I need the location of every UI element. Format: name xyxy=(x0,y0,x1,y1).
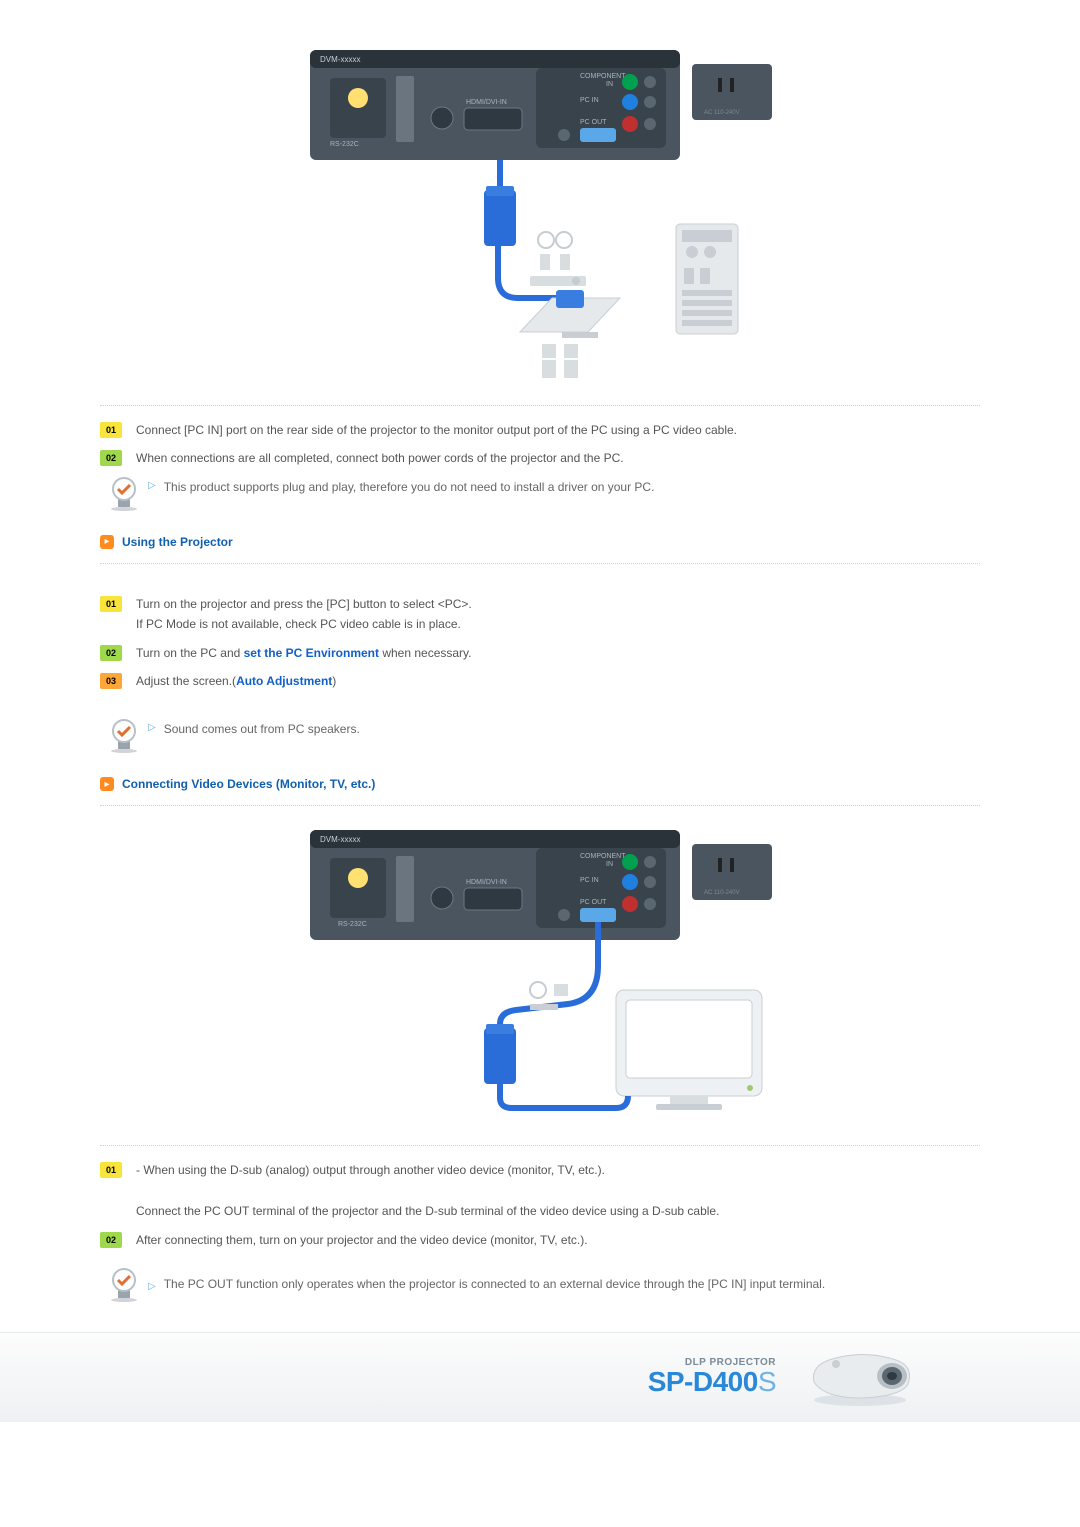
svg-text:COMPONENT: COMPONENT xyxy=(580,853,626,860)
note-row: ▷ The PC OUT function only operates when… xyxy=(100,1268,980,1302)
step-row: 02 After connecting them, turn on your p… xyxy=(100,1230,980,1250)
step-row: 01 - When using the D-sub (analog) outpu… xyxy=(100,1160,980,1221)
projector-icon xyxy=(800,1346,920,1408)
section-bullet-icon: ▸ xyxy=(100,535,114,549)
step-text: After connecting them, turn on your proj… xyxy=(136,1230,588,1250)
step-row: 03 Adjust the screen.(Auto Adjustment) xyxy=(100,671,980,691)
svg-text:HDMI/DVI-IN: HDMI/DVI-IN xyxy=(466,99,507,106)
divider xyxy=(100,805,980,806)
step-text: Turn on the projector and press the [PC]… xyxy=(136,594,472,635)
svg-text:DVM-xxxxx: DVM-xxxxx xyxy=(320,835,360,844)
svg-text:PC IN: PC IN xyxy=(580,97,599,104)
note-text: This product supports plug and play, the… xyxy=(164,477,655,497)
step-badge-01: 01 xyxy=(100,596,122,612)
section-header-using: ▸ Using the Projector xyxy=(100,535,980,549)
page-footer: DLP PROJECTOR SP-D400S xyxy=(0,1332,1080,1422)
svg-text:AC 110-240V: AC 110-240V xyxy=(704,110,740,116)
diagram-video-connection: DVM-xxxxx RS-232C HDMI/DVI-IN COMPONENT … xyxy=(100,820,980,1125)
step-text: When connections are all completed, conn… xyxy=(136,448,624,468)
note-icon xyxy=(104,1268,144,1302)
svg-text:DVM-xxxxx: DVM-xxxxx xyxy=(320,55,360,64)
step-badge-01: 01 xyxy=(100,1162,122,1178)
diagram-pc-connection: DVM-xxxxx RS-232C HDMI/DVI-IN COMPONENT … xyxy=(100,40,980,385)
step-text: - When using the D-sub (analog) output t… xyxy=(136,1160,719,1221)
divider xyxy=(100,1145,980,1146)
step-row: 01 Turn on the projector and press the [… xyxy=(100,594,980,635)
step-text: Adjust the screen.(Auto Adjustment) xyxy=(136,671,336,691)
note-icon xyxy=(104,719,144,753)
svg-text:PC IN: PC IN xyxy=(580,877,599,884)
link-pc-environment[interactable]: set the PC Environment xyxy=(244,646,379,660)
diagram-pc-svg: DVM-xxxxx RS-232C HDMI/DVI-IN COMPONENT … xyxy=(280,40,800,380)
svg-text:COMPONENT: COMPONENT xyxy=(580,73,626,80)
step-badge-03: 03 xyxy=(100,673,122,689)
diagram-video-svg: DVM-xxxxx RS-232C HDMI/DVI-IN COMPONENT … xyxy=(280,820,800,1120)
svg-text:IN: IN xyxy=(606,81,613,88)
step-badge-02: 02 xyxy=(100,1232,122,1248)
svg-text:RS-232C: RS-232C xyxy=(330,141,359,148)
note-arrow-icon: ▷ xyxy=(148,1281,156,1292)
step-text: Turn on the PC and set the PC Environmen… xyxy=(136,643,471,663)
step-row: 02 When connections are all completed, c… xyxy=(100,448,980,468)
note-text: The PC OUT function only operates when t… xyxy=(164,1269,825,1300)
step-text: Connect [PC IN] port on the rear side of… xyxy=(136,420,737,440)
product-model: SP-D400S xyxy=(648,1368,776,1396)
note-row: ▷ Sound comes out from PC speakers. xyxy=(100,719,980,753)
section-header-video: ▸ Connecting Video Devices (Monitor, TV,… xyxy=(100,777,980,791)
divider xyxy=(100,563,980,564)
svg-text:AC 110-240V: AC 110-240V xyxy=(704,890,740,896)
note-icon xyxy=(104,477,144,511)
svg-text:RS-232C: RS-232C xyxy=(338,921,367,928)
section-title: Connecting Video Devices (Monitor, TV, e… xyxy=(122,777,375,791)
note-text: Sound comes out from PC speakers. xyxy=(164,719,360,739)
section-bullet-icon: ▸ xyxy=(100,777,114,791)
step-row: 02 Turn on the PC and set the PC Environ… xyxy=(100,643,980,663)
link-auto-adjustment[interactable]: Auto Adjustment xyxy=(236,674,332,688)
svg-text:IN: IN xyxy=(606,861,613,868)
section-title: Using the Projector xyxy=(122,535,233,549)
step-row: 01 Connect [PC IN] port on the rear side… xyxy=(100,420,980,440)
svg-text:PC OUT: PC OUT xyxy=(580,899,607,906)
divider xyxy=(100,405,980,406)
note-arrow-icon: ▷ xyxy=(148,722,156,733)
step-badge-01: 01 xyxy=(100,422,122,438)
svg-text:HDMI/DVI-IN: HDMI/DVI-IN xyxy=(466,879,507,886)
product-brand: DLP PROJECTOR SP-D400S xyxy=(648,1358,776,1396)
note-arrow-icon: ▷ xyxy=(148,480,156,491)
step-badge-02: 02 xyxy=(100,450,122,466)
note-row: ▷ This product supports plug and play, t… xyxy=(100,477,980,511)
step-badge-02: 02 xyxy=(100,645,122,661)
svg-text:PC OUT: PC OUT xyxy=(580,119,607,126)
